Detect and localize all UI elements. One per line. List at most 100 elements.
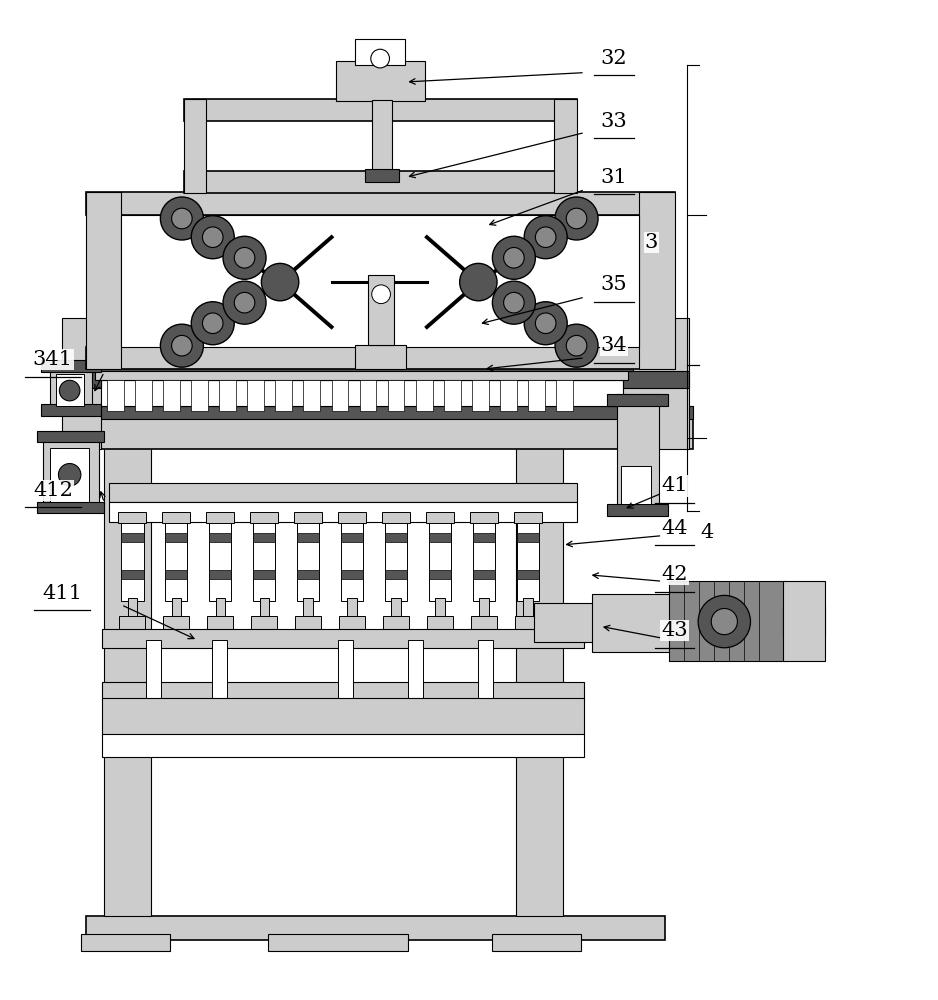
FancyBboxPatch shape [429, 570, 451, 579]
Circle shape [234, 247, 255, 268]
FancyBboxPatch shape [209, 533, 232, 542]
Circle shape [234, 292, 255, 313]
Text: 33: 33 [600, 112, 628, 131]
FancyBboxPatch shape [371, 100, 392, 176]
FancyBboxPatch shape [355, 345, 406, 369]
FancyBboxPatch shape [338, 640, 353, 701]
FancyBboxPatch shape [216, 598, 225, 619]
FancyBboxPatch shape [492, 934, 582, 951]
FancyBboxPatch shape [102, 734, 584, 757]
FancyBboxPatch shape [295, 616, 321, 633]
FancyBboxPatch shape [359, 380, 376, 411]
FancyBboxPatch shape [517, 570, 539, 579]
Circle shape [504, 247, 524, 268]
FancyBboxPatch shape [253, 533, 276, 542]
FancyBboxPatch shape [382, 512, 410, 523]
FancyBboxPatch shape [165, 570, 188, 579]
FancyBboxPatch shape [209, 522, 232, 601]
FancyBboxPatch shape [40, 360, 101, 372]
FancyBboxPatch shape [385, 533, 407, 542]
FancyBboxPatch shape [184, 171, 577, 193]
FancyBboxPatch shape [593, 594, 672, 652]
FancyBboxPatch shape [340, 522, 363, 601]
FancyBboxPatch shape [50, 448, 89, 502]
FancyBboxPatch shape [528, 380, 545, 411]
FancyBboxPatch shape [473, 533, 495, 542]
Text: 412: 412 [33, 481, 73, 500]
FancyBboxPatch shape [260, 598, 269, 619]
FancyBboxPatch shape [119, 616, 145, 633]
FancyBboxPatch shape [473, 570, 495, 579]
FancyBboxPatch shape [67, 406, 693, 419]
FancyBboxPatch shape [347, 598, 356, 619]
FancyBboxPatch shape [429, 533, 451, 542]
FancyBboxPatch shape [473, 522, 495, 601]
FancyBboxPatch shape [248, 380, 265, 411]
FancyBboxPatch shape [206, 512, 234, 523]
FancyBboxPatch shape [517, 533, 539, 542]
FancyBboxPatch shape [444, 380, 461, 411]
FancyBboxPatch shape [253, 570, 276, 579]
FancyBboxPatch shape [104, 402, 151, 916]
FancyBboxPatch shape [85, 192, 121, 369]
Text: 43: 43 [661, 621, 688, 640]
FancyBboxPatch shape [55, 374, 83, 406]
Circle shape [371, 285, 390, 304]
FancyBboxPatch shape [429, 522, 451, 601]
FancyBboxPatch shape [276, 380, 293, 411]
FancyBboxPatch shape [523, 598, 533, 619]
FancyBboxPatch shape [162, 512, 190, 523]
FancyBboxPatch shape [163, 380, 180, 411]
Circle shape [160, 197, 204, 240]
FancyBboxPatch shape [517, 522, 539, 601]
Circle shape [59, 380, 80, 401]
FancyBboxPatch shape [184, 99, 206, 193]
FancyBboxPatch shape [50, 369, 92, 411]
Circle shape [524, 302, 567, 345]
FancyBboxPatch shape [304, 598, 312, 619]
Text: 34: 34 [600, 336, 628, 355]
Circle shape [536, 227, 556, 247]
Circle shape [492, 281, 536, 324]
Circle shape [172, 208, 192, 229]
FancyBboxPatch shape [515, 616, 541, 633]
FancyBboxPatch shape [479, 598, 489, 619]
FancyBboxPatch shape [85, 380, 665, 406]
FancyBboxPatch shape [102, 682, 584, 701]
FancyBboxPatch shape [391, 598, 401, 619]
FancyBboxPatch shape [339, 616, 365, 633]
FancyBboxPatch shape [331, 380, 348, 411]
FancyBboxPatch shape [95, 366, 628, 380]
FancyBboxPatch shape [191, 380, 208, 411]
Circle shape [524, 216, 567, 259]
Circle shape [567, 208, 587, 229]
FancyBboxPatch shape [368, 275, 394, 345]
FancyBboxPatch shape [85, 192, 674, 215]
FancyBboxPatch shape [62, 318, 101, 449]
FancyBboxPatch shape [121, 215, 639, 347]
FancyBboxPatch shape [297, 533, 319, 542]
Text: 44: 44 [661, 519, 688, 538]
FancyBboxPatch shape [121, 522, 144, 601]
FancyBboxPatch shape [514, 512, 542, 523]
FancyBboxPatch shape [435, 598, 445, 619]
FancyBboxPatch shape [365, 169, 399, 182]
FancyBboxPatch shape [608, 394, 668, 406]
FancyBboxPatch shape [40, 404, 101, 416]
FancyBboxPatch shape [617, 394, 658, 511]
Circle shape [711, 608, 737, 635]
FancyBboxPatch shape [42, 439, 98, 509]
FancyBboxPatch shape [408, 640, 423, 701]
Circle shape [203, 227, 223, 247]
FancyBboxPatch shape [416, 380, 432, 411]
FancyBboxPatch shape [219, 380, 236, 411]
FancyBboxPatch shape [639, 192, 674, 369]
FancyBboxPatch shape [622, 466, 651, 504]
Circle shape [460, 263, 497, 301]
FancyBboxPatch shape [81, 934, 170, 951]
FancyBboxPatch shape [253, 522, 276, 601]
Circle shape [223, 236, 266, 279]
Circle shape [223, 281, 266, 324]
FancyBboxPatch shape [209, 570, 232, 579]
FancyBboxPatch shape [165, 522, 188, 601]
